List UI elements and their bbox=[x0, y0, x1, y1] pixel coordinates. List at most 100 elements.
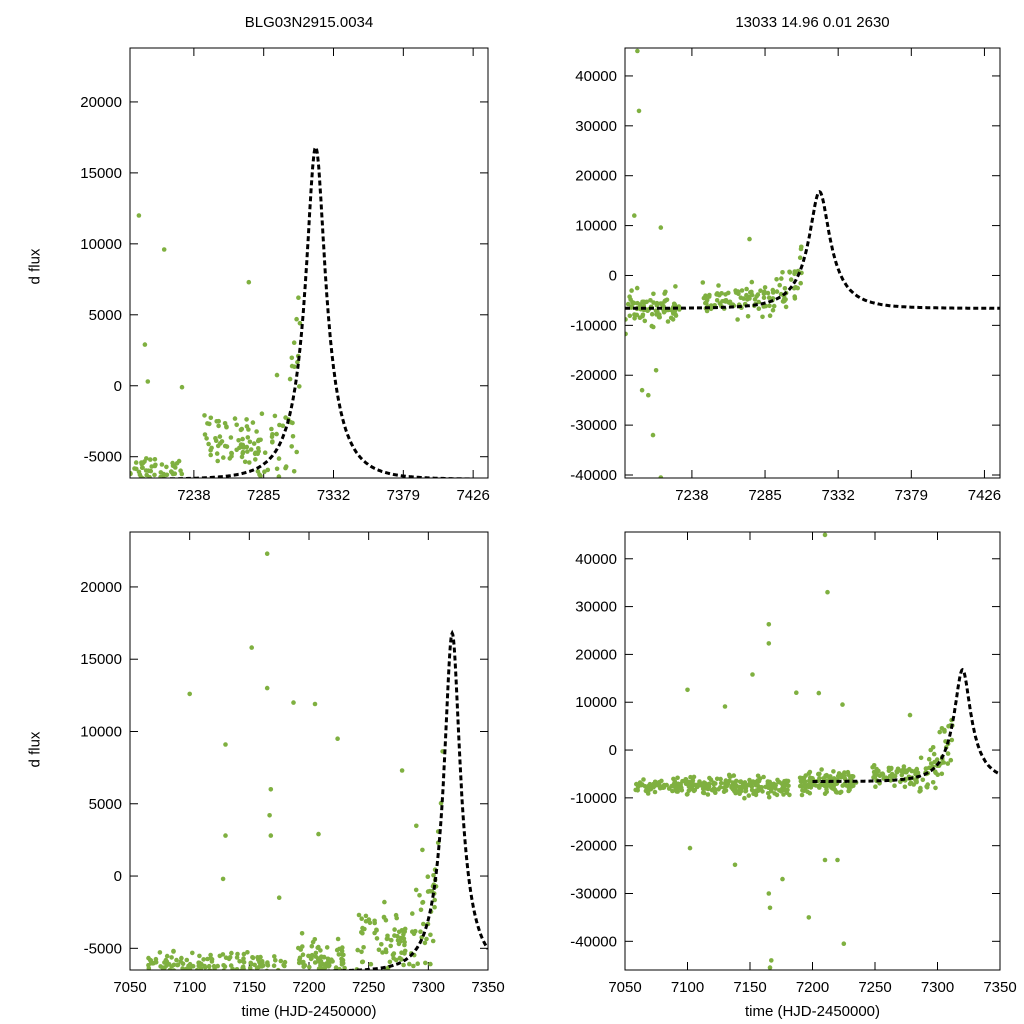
y-tick-label: -40000 bbox=[570, 467, 617, 484]
data-point bbox=[162, 481, 167, 486]
data-point bbox=[771, 781, 777, 787]
data-point bbox=[342, 965, 347, 970]
data-point bbox=[632, 213, 637, 218]
data-point bbox=[691, 774, 697, 780]
data-point bbox=[299, 931, 305, 936]
data-point bbox=[771, 303, 777, 309]
data-point bbox=[797, 255, 803, 260]
data-point bbox=[923, 766, 929, 772]
data-point bbox=[766, 641, 772, 646]
data-point bbox=[292, 364, 297, 370]
data-point bbox=[258, 437, 263, 443]
data-point bbox=[735, 317, 740, 322]
data-point bbox=[282, 484, 287, 489]
data-point bbox=[181, 970, 186, 975]
data-point bbox=[339, 956, 344, 962]
data-point bbox=[739, 288, 745, 293]
data-point bbox=[723, 778, 729, 783]
data-point bbox=[933, 770, 938, 776]
data-point bbox=[749, 279, 755, 285]
data-point bbox=[930, 780, 936, 785]
data-point bbox=[164, 959, 169, 964]
data-point bbox=[169, 480, 174, 485]
data-point bbox=[901, 764, 907, 769]
data-point bbox=[930, 745, 936, 750]
data-point bbox=[752, 297, 758, 302]
data-point bbox=[265, 467, 271, 473]
data-point bbox=[674, 789, 679, 794]
y-tick-label: 0 bbox=[114, 378, 122, 395]
data-point bbox=[212, 966, 217, 970]
data-point bbox=[762, 285, 768, 290]
data-point bbox=[246, 427, 251, 432]
data-point bbox=[721, 785, 727, 790]
data-point bbox=[824, 787, 829, 792]
data-point bbox=[249, 645, 254, 650]
y-tick-label: 20000 bbox=[80, 94, 122, 111]
data-point bbox=[337, 946, 342, 952]
x-tick-label: 7300 bbox=[412, 979, 445, 996]
data-point bbox=[713, 781, 718, 786]
data-point bbox=[280, 423, 286, 429]
data-point bbox=[874, 766, 879, 772]
x-tick-label: 7300 bbox=[921, 979, 954, 996]
y-tick-label: 0 bbox=[609, 267, 617, 284]
data-point bbox=[152, 472, 157, 478]
data-point bbox=[246, 279, 252, 285]
y-tick-label: 40000 bbox=[575, 68, 617, 85]
data-point bbox=[779, 276, 784, 281]
data-point bbox=[161, 247, 167, 252]
data-point bbox=[799, 244, 804, 250]
data-point bbox=[190, 950, 195, 956]
data-point bbox=[215, 963, 220, 969]
data-point bbox=[807, 769, 813, 775]
data-point bbox=[178, 468, 183, 474]
data-point bbox=[312, 960, 318, 965]
data-point bbox=[819, 767, 824, 772]
data-point bbox=[259, 411, 265, 417]
data-point bbox=[766, 295, 772, 301]
data-point bbox=[267, 813, 272, 818]
data-point bbox=[356, 912, 362, 918]
data-point bbox=[748, 290, 753, 295]
data-point bbox=[283, 415, 288, 420]
data-point bbox=[636, 108, 642, 114]
data-point bbox=[287, 376, 293, 382]
y-tick-label: 30000 bbox=[575, 118, 617, 135]
data-point bbox=[221, 455, 226, 460]
data-point bbox=[644, 299, 649, 305]
data-point bbox=[767, 313, 773, 319]
data-point bbox=[949, 737, 955, 743]
data-point bbox=[774, 277, 779, 282]
data-point bbox=[255, 955, 260, 960]
data-point bbox=[171, 968, 177, 970]
data-point bbox=[842, 770, 847, 775]
data-point bbox=[290, 420, 295, 426]
data-point bbox=[794, 690, 799, 695]
data-point bbox=[415, 971, 420, 976]
data-point bbox=[262, 450, 268, 456]
data-point bbox=[379, 942, 384, 947]
data-point bbox=[420, 847, 425, 853]
data-point bbox=[817, 776, 822, 781]
data-point bbox=[732, 862, 738, 868]
data-point bbox=[431, 873, 436, 878]
data-point bbox=[145, 379, 151, 384]
data-point bbox=[892, 773, 898, 779]
data-point bbox=[425, 874, 431, 879]
data-point bbox=[162, 965, 167, 970]
data-point bbox=[171, 477, 173, 478]
data-point bbox=[376, 947, 382, 953]
data-point bbox=[657, 314, 662, 320]
model-curve bbox=[309, 629, 488, 970]
data-point bbox=[294, 449, 300, 455]
data-point bbox=[264, 685, 270, 691]
data-point bbox=[302, 963, 308, 968]
data-point bbox=[164, 953, 170, 959]
data-point bbox=[336, 981, 341, 986]
data-point bbox=[264, 968, 270, 970]
data-point bbox=[234, 447, 239, 453]
data-point bbox=[355, 947, 361, 953]
data-point bbox=[646, 392, 651, 398]
data-point bbox=[222, 421, 228, 426]
